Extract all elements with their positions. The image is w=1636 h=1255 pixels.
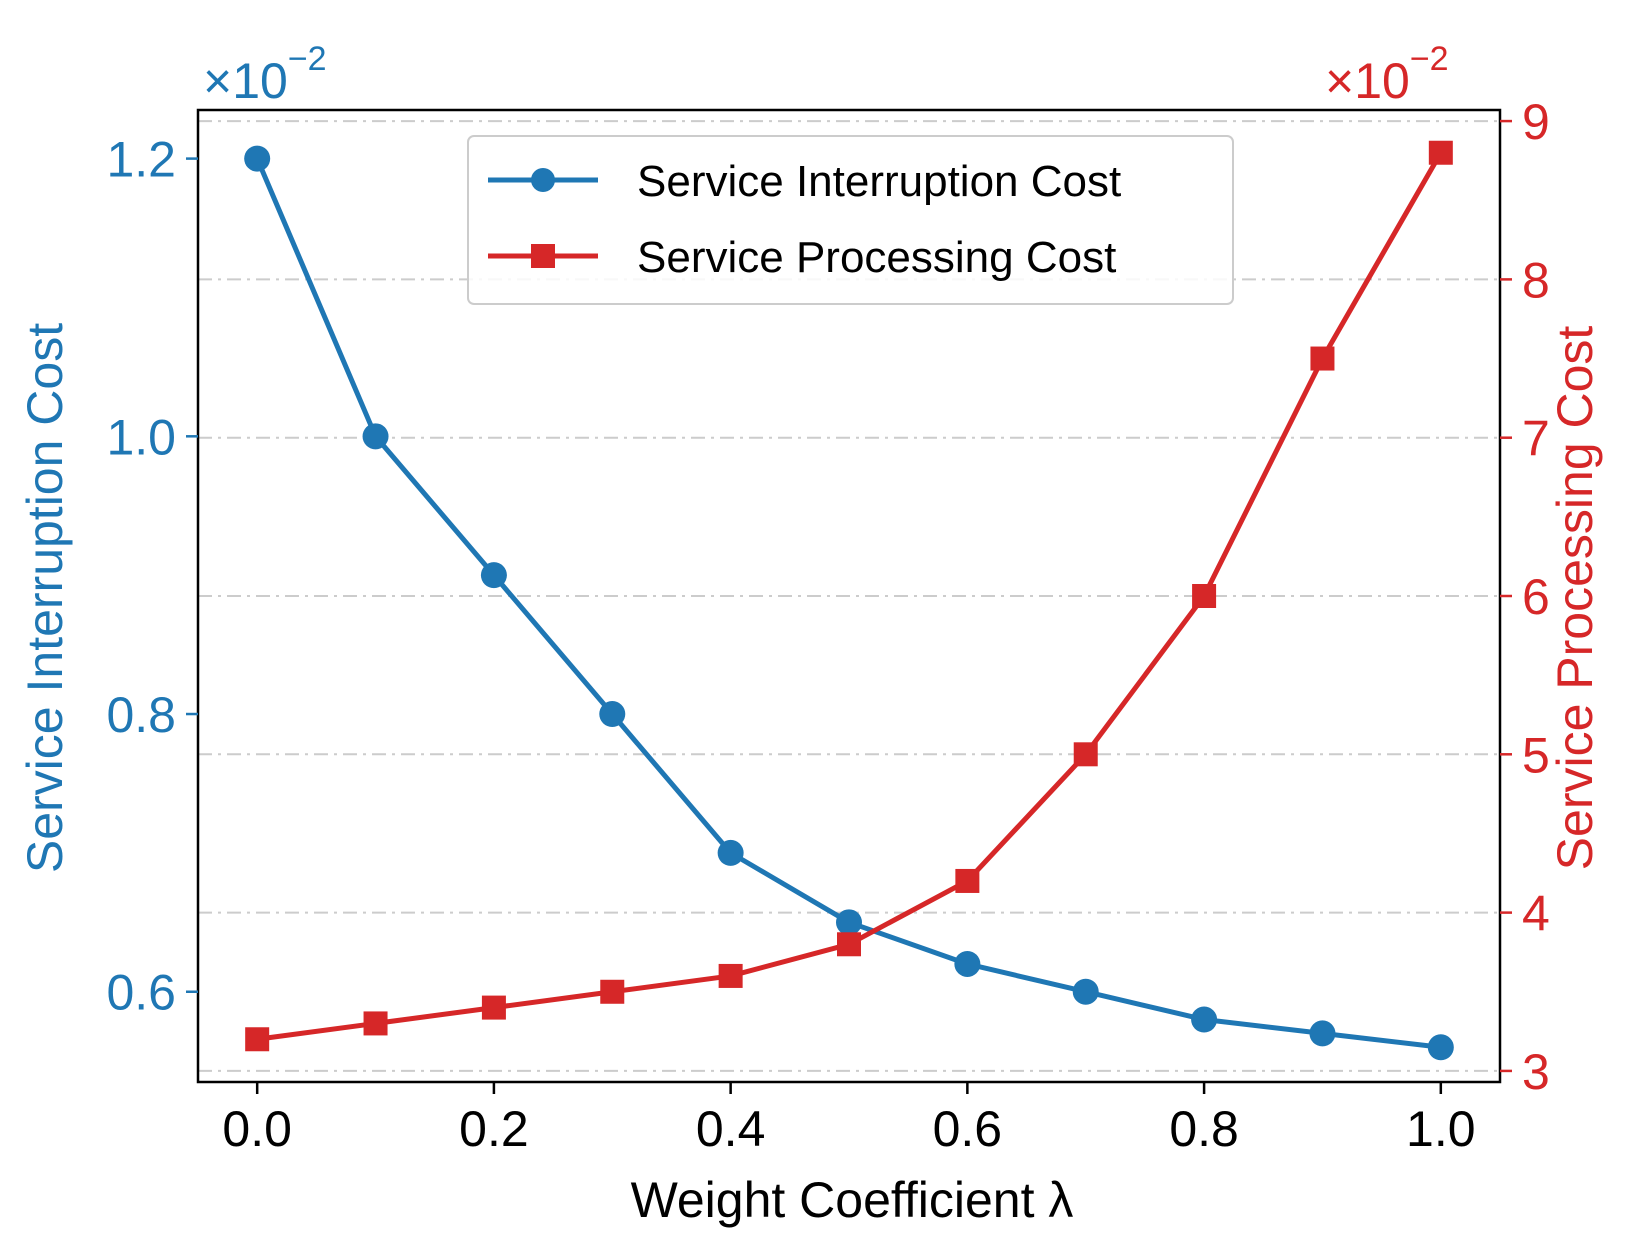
x-axis-title: Weight Coefficient λ: [631, 1172, 1074, 1228]
legend-marker-interruption: [531, 168, 555, 192]
point-0-5: [836, 909, 862, 936]
x-tick-label-5: 1.0: [1406, 1101, 1476, 1157]
left-tick-label-2: 1.0: [106, 409, 176, 465]
point-0-7: [1072, 978, 1099, 1005]
right-axis-title: Service Processing Cost: [1547, 326, 1603, 871]
point-0-10: [1427, 1034, 1454, 1061]
legend-label-processing: Service Processing Cost: [637, 233, 1116, 282]
series-layer: [244, 140, 1454, 1061]
point-0-3: [599, 701, 626, 728]
point-1-7: [1073, 742, 1098, 767]
right-multiplier-exponent: −2: [1410, 40, 1449, 78]
legend-box: [467, 135, 1234, 305]
x-tick-label-4: 0.8: [1169, 1101, 1239, 1157]
right-tick-label-5: 8: [1522, 252, 1550, 308]
point-1-0: [245, 1027, 270, 1052]
left-multiplier-exponent: −2: [288, 40, 327, 78]
point-1-3: [600, 979, 625, 1004]
legend-label-interruption: Service Interruption Cost: [637, 157, 1121, 206]
left-axis-title: Service Interruption Cost: [17, 323, 73, 873]
point-1-1: [363, 1011, 388, 1036]
point-1-8: [1192, 584, 1217, 608]
left-tick-label-3: 1.2: [106, 132, 176, 188]
point-1-4: [718, 963, 743, 988]
x-tick-label-1: 0.2: [459, 1101, 529, 1157]
axis-ticks: 0.0 0.2 0.4 0.6 0.8 1.0 0.6 0.8 1.0 1.2 3 4 5 6 7 8 9: [106, 94, 1549, 1157]
x-tick-label-3: 0.6: [933, 1101, 1003, 1157]
point-1-5: [837, 932, 861, 957]
left-multiplier-base: ×10: [203, 53, 288, 109]
right-tick-label-4: 7: [1522, 411, 1550, 467]
point-0-9: [1309, 1020, 1336, 1047]
point-1-2: [481, 995, 506, 1020]
point-0-2: [480, 562, 507, 589]
left-tick-label-0: 0.6: [106, 965, 176, 1021]
point-0-1: [362, 423, 389, 450]
legend-marker-processing: [531, 244, 555, 268]
legend: Service Interruption Cost Service Proces…: [467, 135, 1234, 305]
right-tick-label-2: 5: [1522, 727, 1550, 783]
point-0-0: [244, 145, 271, 172]
point-0-4: [717, 839, 744, 866]
right-tick-label-3: 6: [1522, 569, 1550, 625]
point-1-6: [955, 868, 980, 893]
point-1-10: [1428, 140, 1453, 165]
point-0-8: [1191, 1006, 1218, 1033]
x-tick-label-0: 0.0: [222, 1101, 292, 1157]
point-0-6: [954, 950, 981, 977]
right-multiplier-base: ×10: [1325, 53, 1410, 109]
right-tick-label-1: 4: [1522, 886, 1550, 942]
point-1-9: [1310, 346, 1335, 371]
right-tick-label-6: 9: [1522, 94, 1550, 150]
right-axis-multiplier: ×10−2: [1325, 40, 1449, 109]
left-tick-label-1: 0.8: [106, 687, 176, 743]
left-axis-multiplier: ×10−2: [203, 40, 327, 109]
right-tick-label-0: 3: [1522, 1044, 1550, 1100]
x-tick-label-2: 0.4: [696, 1101, 766, 1157]
